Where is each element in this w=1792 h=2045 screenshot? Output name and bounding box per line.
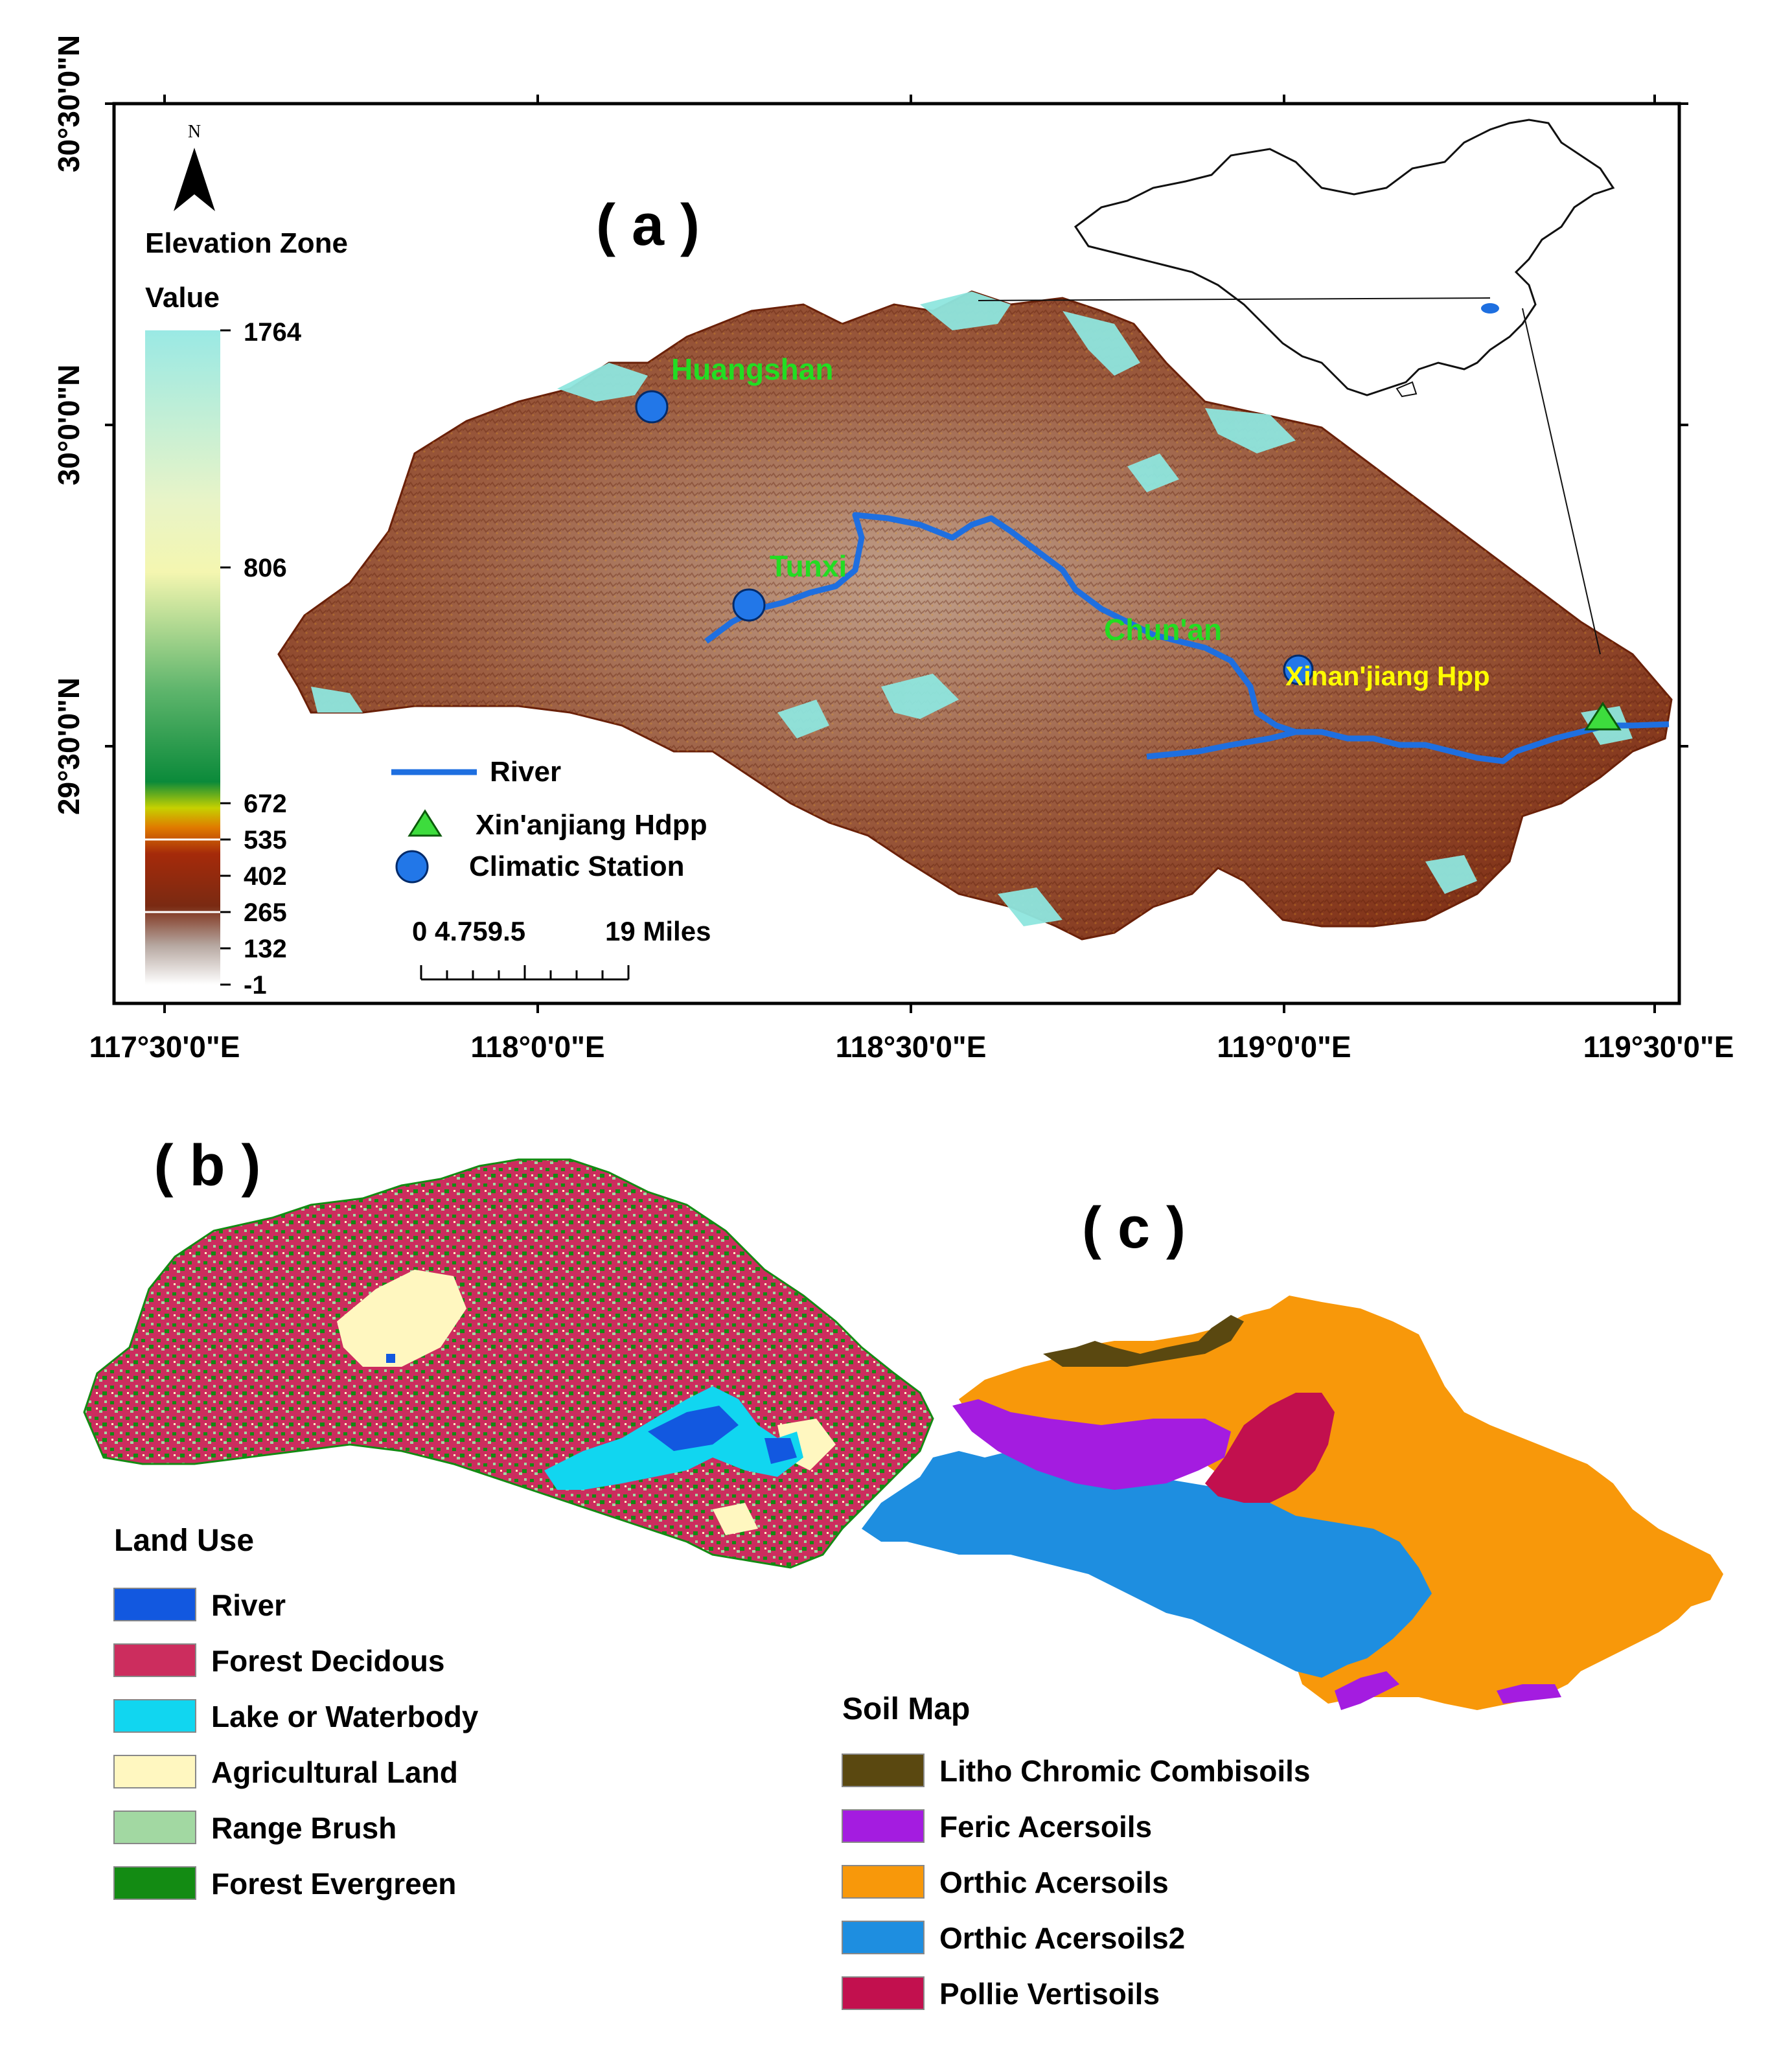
legend-climatic-label: Climatic Station <box>469 851 685 882</box>
legend-river-label: River <box>490 756 561 788</box>
china-inset <box>978 119 1615 655</box>
panel-a: 117°30'0"E 118°0'0"E 118°30'0"E 119°0'0"… <box>52 35 1734 1064</box>
legend-label-lake: Lake or Waterbody <box>211 1700 479 1733</box>
elevation-tick: 132 <box>244 935 287 963</box>
x-tick-label: 119°30'0"E <box>1583 1030 1734 1064</box>
legend-label-forest-evergreen: Forest Evergreen <box>211 1867 456 1901</box>
soil-litho-chromic-combisoils <box>1043 1315 1244 1367</box>
legend-label-river: River <box>211 1588 286 1622</box>
elevation-tick: 1764 <box>244 318 302 347</box>
elevation-tick: 672 <box>244 790 287 818</box>
hdpp-marker <box>1584 702 1622 731</box>
legend-hdpp-label: Xin'anjiang Hdpp <box>476 809 707 841</box>
legend-label-litho-chromic: Litho Chromic Combisoils <box>939 1754 1310 1788</box>
soil-legend-title: Soil Map <box>842 1692 970 1726</box>
climatic-station-marker <box>1283 654 1314 685</box>
soil-pollie-vertisoils <box>1205 1393 1335 1503</box>
station-label-xinanjiang: Xinan'jiang Hpp <box>1285 661 1490 691</box>
legend-label-feric: Feric Acersoils <box>939 1810 1152 1844</box>
legend-swatch-forest-evergreen <box>113 1866 196 1900</box>
elevation-tick: 806 <box>244 554 287 582</box>
climatic-station-marker <box>635 390 669 424</box>
legend-label-forest-decidous: Forest Decidous <box>211 1644 444 1678</box>
x-tick-label: 119°0'0"E <box>1217 1030 1351 1064</box>
elevation-tick: 402 <box>244 862 287 891</box>
elevation-tick: 535 <box>244 826 287 854</box>
panel-label-a: ( a ) <box>596 193 700 258</box>
legend-hdpp-icon <box>408 809 442 837</box>
panel-c: ( c ) Soil Map Litho Chromic Combisoils … <box>842 1196 1723 2011</box>
river-line <box>704 512 1670 764</box>
y-tick-label: 30°30'0"N <box>52 35 86 172</box>
legend-swatch-forest-decidous <box>113 1643 196 1677</box>
soil-orthic-acersoils <box>959 1296 1723 1710</box>
x-tick-label: 117°30'0"E <box>89 1030 240 1064</box>
agricultural-patch <box>337 1270 466 1367</box>
station-label-huangshan: Huangshan <box>671 352 833 386</box>
legend-label-agricultural: Agricultural Land <box>211 1755 458 1789</box>
soil-feric-acersoils <box>952 1399 1231 1490</box>
x-tick-label: 118°0'0"E <box>470 1030 604 1064</box>
climatic-station-marker <box>732 588 766 622</box>
station-label-chunan: Chun'an <box>1104 613 1222 646</box>
elevation-value-label: Value <box>145 282 220 314</box>
soil-feric-acersoils <box>1335 1671 1399 1710</box>
legend-swatch-litho-chromic <box>842 1754 925 1787</box>
scale-bar <box>420 965 630 981</box>
legend-label-orthic2: Orthic Acersoils2 <box>939 1921 1185 1955</box>
agricultural-patch <box>713 1503 758 1535</box>
legend-swatch-agricultural <box>113 1755 196 1788</box>
elevation-color-ramp <box>145 330 220 985</box>
y-tick-label: 30°0'0"N <box>52 365 86 486</box>
panel-b: ( b ) Land Use River Forest Decidous Lak… <box>83 1134 934 1901</box>
panel-label-c: ( c ) <box>1082 1196 1186 1261</box>
soil-orthic-acersoils2 <box>862 1451 1432 1678</box>
legend-label-orthic: Orthic Acersoils <box>939 1866 1169 1899</box>
north-arrow-icon <box>174 148 215 211</box>
elevation-tick: 265 <box>244 898 287 927</box>
soil-feric-acersoils <box>1497 1684 1561 1704</box>
legend-climatic-icon <box>395 850 429 884</box>
panel-label-b: ( b ) <box>154 1134 261 1198</box>
legend-swatch-orthic2 <box>842 1921 925 1954</box>
legend-swatch-orthic <box>842 1865 925 1899</box>
landuse-legend-title: Land Use <box>114 1524 254 1558</box>
x-tick-label: 118°30'0"E <box>836 1030 987 1064</box>
legend-label-pollie: Pollie Vertisoils <box>939 1977 1160 2011</box>
legend-swatch-lake <box>113 1699 196 1733</box>
river-tributary <box>1146 729 1297 760</box>
legend-swatch-river <box>113 1588 196 1621</box>
river-channel <box>764 1438 797 1464</box>
station-label-tunxi: Tunxi <box>770 549 847 583</box>
scale-bar-ticks: 0 4.759.5 <box>412 916 525 946</box>
elevation-tick: -1 <box>244 971 267 1000</box>
y-tick-label: 29°30'0"N <box>52 678 86 815</box>
scale-bar-units: 19 Miles <box>605 916 711 946</box>
north-label: N <box>188 122 201 142</box>
legend-swatch-range-brush <box>113 1811 196 1844</box>
landuse-map <box>83 1158 934 1569</box>
river-channel <box>648 1406 739 1451</box>
legend-swatch-pollie <box>842 1976 925 2010</box>
river-channel <box>386 1354 395 1363</box>
elevation-legend-title: Elevation Zone <box>145 227 348 259</box>
legend-label-range-brush: Range Brush <box>211 1811 396 1845</box>
legend-swatch-feric <box>842 1809 925 1843</box>
axis-ticks <box>105 95 1688 1013</box>
